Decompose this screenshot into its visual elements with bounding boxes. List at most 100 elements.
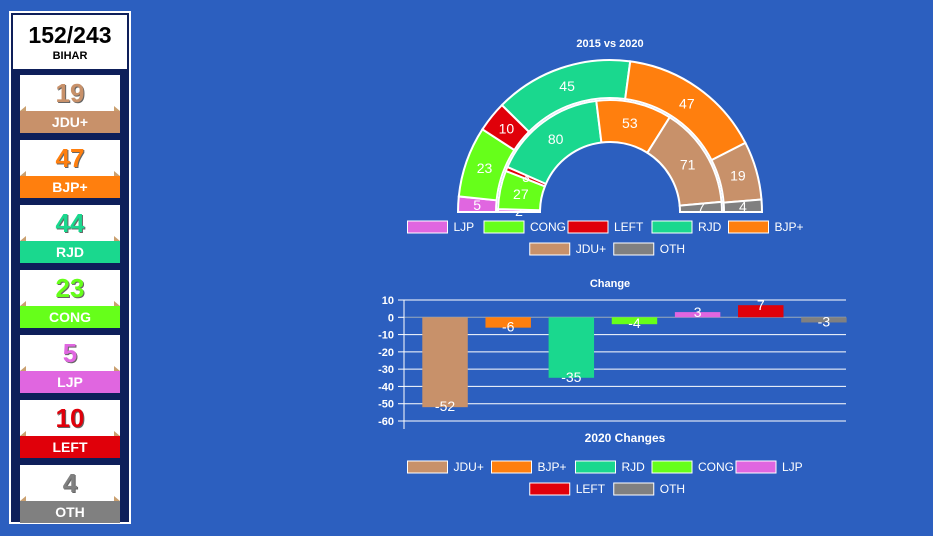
party-card-cong: 23 CONG (20, 270, 120, 328)
donut-legend-label: JDU+ (576, 242, 606, 256)
bar-chart-title: Change (590, 278, 630, 290)
bar-y-tick-label: -40 (378, 381, 394, 393)
card-tab-right-decoration (114, 496, 120, 501)
bar-legend-swatch-jdu-plus (407, 460, 448, 474)
party-seat-count: 47 (55, 143, 85, 173)
donut-legend-label: BJP+ (775, 220, 804, 234)
party-card-ljp: 5 LJP (20, 335, 120, 393)
bar-oth (801, 317, 847, 323)
bar-legend-label: BJP+ (538, 460, 567, 474)
party-card-jdu-plus: 19 JDU+ (20, 75, 120, 133)
donut-legend-swatch-jdu-plus (529, 242, 571, 256)
bar-value-label: 7 (757, 297, 765, 313)
donut-legend-swatch-cong (483, 220, 525, 234)
donut-legend-label: LEFT (614, 220, 644, 234)
bar-y-tick-label: -50 (378, 399, 394, 411)
donut-slice-label: 4 (739, 199, 747, 215)
card-tab-right-decoration (114, 301, 120, 306)
bar-y-tick-label: -10 (378, 330, 394, 342)
party-label: LEFT (20, 436, 120, 458)
bar-value-label: -52 (435, 398, 455, 414)
bar-left (738, 305, 784, 318)
donut-legend-label: CONG (530, 220, 566, 234)
donut-slice-label: 27 (513, 186, 529, 202)
bar-legend-label: CONG (698, 460, 734, 474)
bar-ljp (674, 312, 721, 318)
donut-slice-label: 53 (622, 115, 638, 131)
seat-score: 152/243 (28, 22, 112, 48)
card-tab-right-decoration (114, 366, 120, 371)
party-seat-count: 44 (55, 208, 85, 238)
party-label: RJD (20, 241, 120, 263)
bar-legend-label: RJD (622, 460, 646, 474)
party-card-rjd: 44 RJD (20, 205, 120, 263)
donut-slice-label: 71 (680, 156, 696, 172)
bar-y-tick-label: -60 (378, 416, 394, 428)
card-tab-left-decoration (20, 496, 26, 501)
bar-y-tick-label: -20 (378, 347, 394, 359)
donut-slice-label: 19 (730, 168, 746, 184)
bar-rjd (548, 317, 595, 378)
party-seat-count: 5 (62, 338, 78, 368)
card-tab-left-decoration (20, 106, 26, 111)
party-seat-count: 10 (55, 403, 85, 433)
donut-legend-swatch-left (567, 220, 609, 234)
card-tab-left-decoration (20, 431, 26, 436)
bar-legend-swatch-left (529, 482, 571, 496)
donut-slice-label: 7 (697, 200, 705, 216)
seat-tally: 152/243 BIHAR (13, 15, 127, 69)
bar-y-tick-label: 0 (388, 312, 394, 324)
state-name: BIHAR (52, 50, 88, 62)
donut-slice-label: 5 (473, 197, 481, 213)
donut-slice-label: 47 (679, 95, 695, 111)
donut-title: 2015 vs 2020 (576, 38, 643, 50)
party-seat-count: 4 (62, 468, 78, 498)
party-label: JDU+ (20, 111, 120, 133)
bar-legend-swatch-cong (651, 460, 693, 474)
card-tab-right-decoration (114, 171, 120, 176)
party-card-bjp-plus: 47 BJP+ (20, 140, 120, 198)
party-label: BJP+ (20, 176, 120, 198)
donut-legend-swatch-bjp-plus (728, 220, 769, 234)
card-tab-left-decoration (20, 171, 26, 176)
donut-legend-swatch-ljp (407, 220, 448, 234)
donut-slice-label: 45 (559, 78, 575, 94)
party-seat-count: 19 (55, 78, 85, 108)
card-tab-left-decoration (20, 366, 26, 371)
bar-value-label: 3 (694, 304, 702, 320)
bar-cong (611, 317, 658, 325)
donut-legend-swatch-oth (613, 242, 655, 256)
bar-value-label: -35 (561, 369, 581, 385)
bar-legend-label: LJP (782, 460, 803, 474)
donut-legend-label: LJP (454, 220, 475, 234)
donut-legend-label: RJD (698, 220, 722, 234)
bar-y-tick-label: 10 (382, 295, 394, 307)
bar-legend-label: LEFT (576, 482, 606, 496)
bar-legend-label: JDU+ (454, 460, 484, 474)
bar-value-label: -4 (628, 315, 641, 331)
bar-legend-swatch-ljp (735, 460, 777, 474)
bar-legend-swatch-rjd (575, 460, 616, 474)
card-tab-left-decoration (20, 301, 26, 306)
donut-slice-label: 3 (522, 169, 530, 185)
party-label: OTH (20, 501, 120, 523)
donut-slice-2020-oth (722, 198, 764, 213)
donut-slice-2015-oth (678, 200, 724, 213)
party-label: CONG (20, 306, 120, 328)
party-card-left: 10 LEFT (20, 400, 120, 458)
card-tab-right-decoration (114, 431, 120, 436)
bar-jdu-plus (422, 317, 468, 408)
card-tab-left-decoration (20, 236, 26, 241)
donut-legend-swatch-rjd (651, 220, 693, 234)
donut-slice-label: 2 (515, 203, 523, 219)
donut-slice-label: 80 (548, 131, 564, 147)
card-tab-right-decoration (114, 236, 120, 241)
card-tab-right-decoration (114, 106, 120, 111)
bar-legend-label: OTH (660, 482, 685, 496)
bar-legend-swatch-oth (613, 482, 655, 496)
bar-value-label: -3 (818, 313, 831, 329)
party-label: LJP (20, 371, 120, 393)
donut-slice-label: 10 (499, 121, 515, 137)
bar-x-axis-label: 2020 Changes (585, 431, 666, 445)
